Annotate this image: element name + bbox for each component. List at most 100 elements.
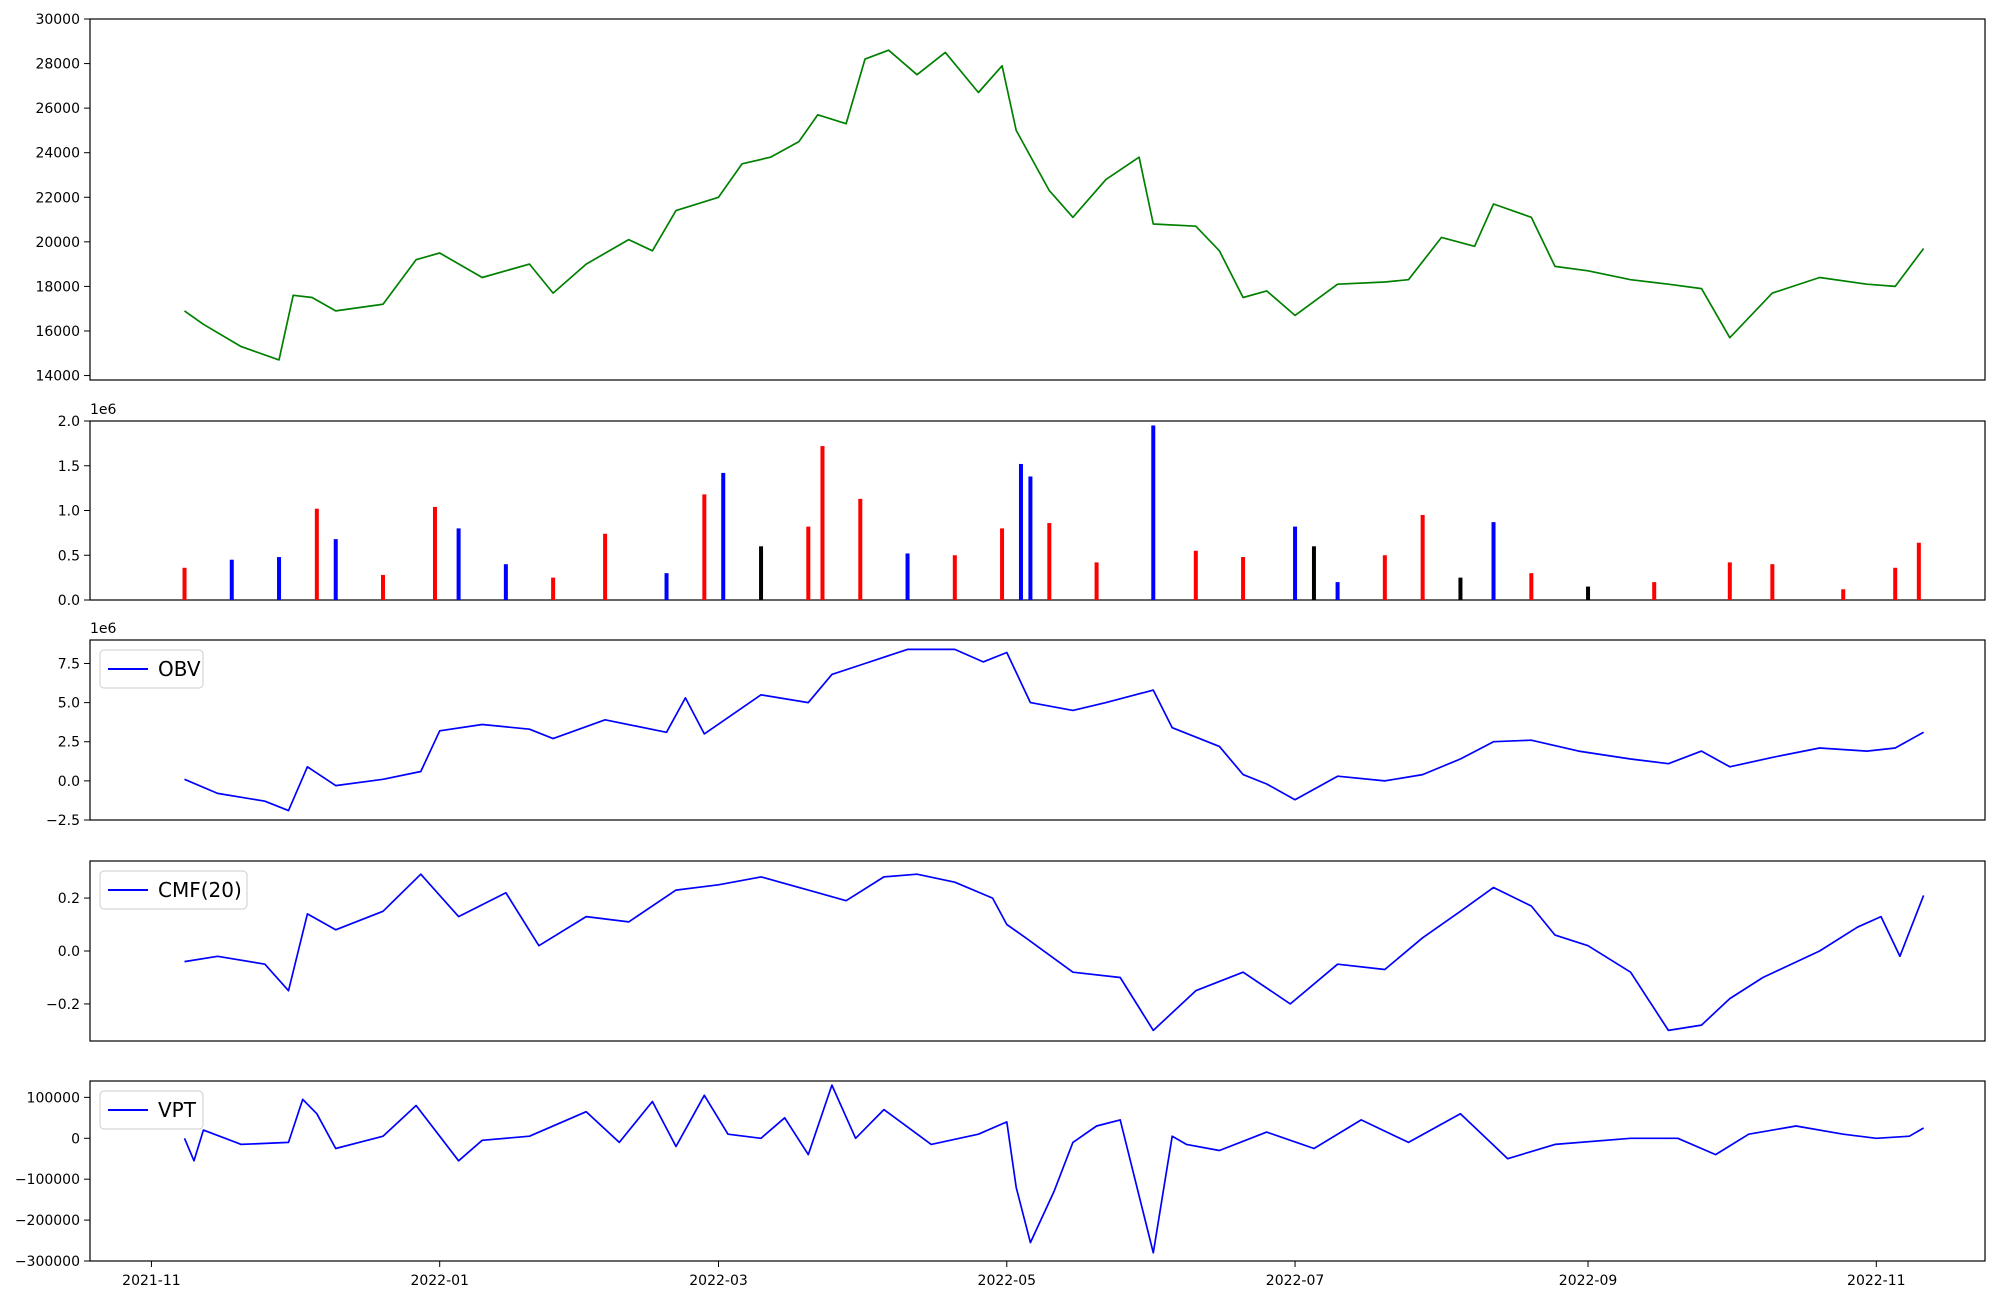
- vpt-ytick-label: −100000: [15, 1172, 80, 1188]
- vpt-panel: −300000 −200000 −100000 0 100000 VPT 2021-11 20…: [15, 1080, 1986, 1289]
- volume-bar: [905, 553, 910, 600]
- volume-bar: [1529, 573, 1534, 600]
- volume-bar: [456, 528, 461, 600]
- volume-bar: [1151, 425, 1156, 600]
- volume-bar: [1293, 526, 1298, 600]
- price-axes-frame: [89, 18, 1986, 381]
- volume-bar: [664, 573, 669, 600]
- volume-scale-label: 1e6: [90, 402, 117, 418]
- xtick-label: 2022-11: [1847, 1273, 1906, 1289]
- obv-scale-label: 1e6: [90, 621, 117, 637]
- xtick-label: 2022-07: [1266, 1273, 1325, 1289]
- volume-bar: [432, 506, 437, 600]
- volume-bar: [182, 567, 187, 600]
- obv-panel: −2.5 0.0 2.5 5.0 7.5 1e6 OBV: [46, 621, 1986, 829]
- price-ytick-label: 24000: [35, 146, 80, 162]
- obv-ytick-label: −2.5: [46, 813, 80, 829]
- price-ytick-label: 28000: [35, 57, 80, 73]
- vpt-ytick-label: 100000: [27, 1090, 80, 1106]
- price-panel: 14000 16000 18000 20000 22000 24000 26000 28000…: [35, 12, 1986, 385]
- cmf-ytick-label: 0.0: [58, 944, 80, 960]
- volume-bar: [806, 526, 811, 600]
- vpt-axes-frame: [89, 1080, 1986, 1262]
- cmf-legend: [99, 870, 248, 910]
- volume-bar: [503, 564, 508, 600]
- obv-ytick-label: 5.0: [58, 696, 80, 712]
- obv-ytick-label: 0.0: [58, 774, 80, 790]
- volume-bar: [277, 557, 282, 600]
- cmf-ytick-label: 0.2: [58, 891, 80, 907]
- cmf-line: [184, 873, 1925, 1032]
- price-ytick-label: 26000: [35, 101, 80, 117]
- xtick-label: 2021-11: [122, 1273, 181, 1289]
- volume-bar: [1335, 582, 1340, 600]
- volume-bar: [1727, 562, 1732, 600]
- volume-bar: [333, 539, 338, 600]
- volume-bar: [1458, 577, 1463, 600]
- volume-bar: [603, 533, 608, 600]
- volume-bar: [380, 574, 385, 600]
- volume-bar: [1094, 562, 1099, 600]
- volume-ytick-label: 0.5: [58, 548, 80, 564]
- price-ytick-label: 16000: [35, 324, 80, 340]
- volume-axes-frame: [89, 420, 1986, 601]
- volume-bar: [1916, 542, 1921, 600]
- volume-bar: [1770, 564, 1775, 600]
- vpt-ytick-label: −300000: [15, 1254, 80, 1270]
- volume-bar: [759, 546, 764, 600]
- vpt-line: [183, 1084, 1925, 1254]
- volume-bar: [702, 494, 707, 600]
- xtick-label: 2022-05: [978, 1273, 1037, 1289]
- cmf-legend-label: CMF(20): [158, 878, 242, 902]
- volume-bar: [820, 446, 825, 600]
- volume-bar: [1652, 582, 1657, 600]
- price-ytick-label: 30000: [35, 12, 80, 28]
- price-ytick-label: 20000: [35, 235, 80, 251]
- cmf-ytick-label: −0.2: [46, 997, 80, 1013]
- volume-bar: [1586, 586, 1591, 600]
- obv-line: [184, 648, 1925, 812]
- volume-bar: [1047, 523, 1052, 600]
- vpt-legend: [99, 1090, 204, 1130]
- volume-bar: [952, 555, 957, 600]
- vpt-ytick-label: 0: [71, 1131, 80, 1147]
- volume-bar: [1193, 550, 1198, 600]
- volume-ytick-label: 0.0: [58, 593, 80, 609]
- obv-ytick-label: 2.5: [58, 735, 80, 751]
- cmf-axes-frame: [89, 860, 1986, 1042]
- volume-bar: [1241, 557, 1246, 600]
- obv-legend: [99, 649, 204, 689]
- price-line: [184, 49, 1925, 361]
- volume-bar: [1491, 522, 1496, 600]
- volume-bar: [1420, 514, 1425, 600]
- vpt-legend-label: VPT: [158, 1098, 197, 1122]
- xtick-label: 2022-09: [1559, 1273, 1618, 1289]
- volume-panel: 0.0 0.5 1.0 1.5 2.0 1e6: [58, 402, 1986, 609]
- volume-ytick-label: 1.5: [58, 459, 80, 475]
- volume-bar: [1311, 546, 1316, 600]
- price-ytick-label: 14000: [35, 369, 80, 385]
- volume-bar: [1841, 589, 1846, 600]
- obv-axes-frame: [89, 639, 1986, 821]
- volume-bar: [1000, 528, 1005, 600]
- volume-bar: [551, 577, 556, 600]
- volume-bar: [858, 498, 863, 600]
- cmf-panel: −0.2 0.0 0.2 CMF(20): [46, 860, 1986, 1042]
- volume-bar: [229, 559, 234, 600]
- price-ytick-label: 22000: [35, 190, 80, 206]
- volume-bar: [314, 508, 319, 600]
- obv-ytick-label: 7.5: [58, 656, 80, 672]
- volume-bar: [1382, 555, 1387, 600]
- price-ytick-label: 18000: [35, 279, 80, 295]
- obv-legend-label: OBV: [158, 657, 201, 681]
- xtick-label: 2022-03: [689, 1273, 748, 1289]
- volume-ytick-label: 2.0: [58, 414, 80, 430]
- vpt-ytick-label: −200000: [15, 1213, 80, 1229]
- volume-bar: [721, 472, 726, 600]
- volume-bar: [1893, 567, 1898, 600]
- xtick-label: 2022-01: [410, 1273, 469, 1289]
- volume-bar: [1028, 476, 1033, 600]
- volume-bar: [1018, 463, 1023, 600]
- volume-ytick-label: 1.0: [58, 504, 80, 520]
